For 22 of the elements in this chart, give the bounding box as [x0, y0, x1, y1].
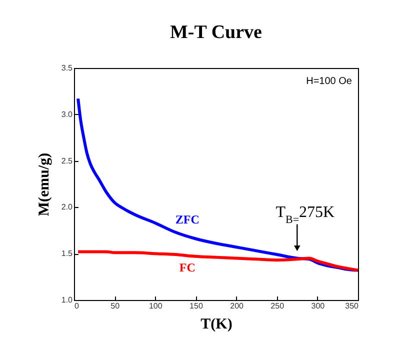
x-tick-label: 100 — [148, 302, 163, 310]
line-series — [76, 250, 358, 272]
x-tick-label: 0 — [74, 302, 80, 310]
chart-title: M-T Curve — [170, 22, 262, 43]
annotation: T$_{B=}$275K — [276, 204, 336, 226]
y-tick-label: 3.0 — [61, 110, 74, 119]
x-tick-label: 200 — [230, 302, 244, 310]
y-axis-title: M(emu/g) — [36, 152, 52, 216]
y-tick-label: 1.5 — [61, 249, 74, 258]
series-label: ZFC — [175, 212, 200, 226]
x-tick-label: 50 — [110, 302, 120, 310]
x-axis-title: T(K) — [200, 316, 232, 332]
y-tick-label: 2.0 — [61, 202, 74, 212]
y-tick-label: 2.5 — [61, 156, 74, 166]
annotation: H=100 Oe — [306, 76, 352, 87]
y-tick-label: 1.0 — [61, 296, 74, 304]
x-tick-label: 150 — [190, 302, 204, 310]
x-tick-label: 300 — [311, 302, 326, 310]
x-tick-label: 350 — [345, 302, 360, 310]
series-label: FC — [179, 260, 196, 275]
y-tick-label: 3.5 — [61, 64, 74, 72]
x-tick-label: 250 — [270, 302, 285, 310]
